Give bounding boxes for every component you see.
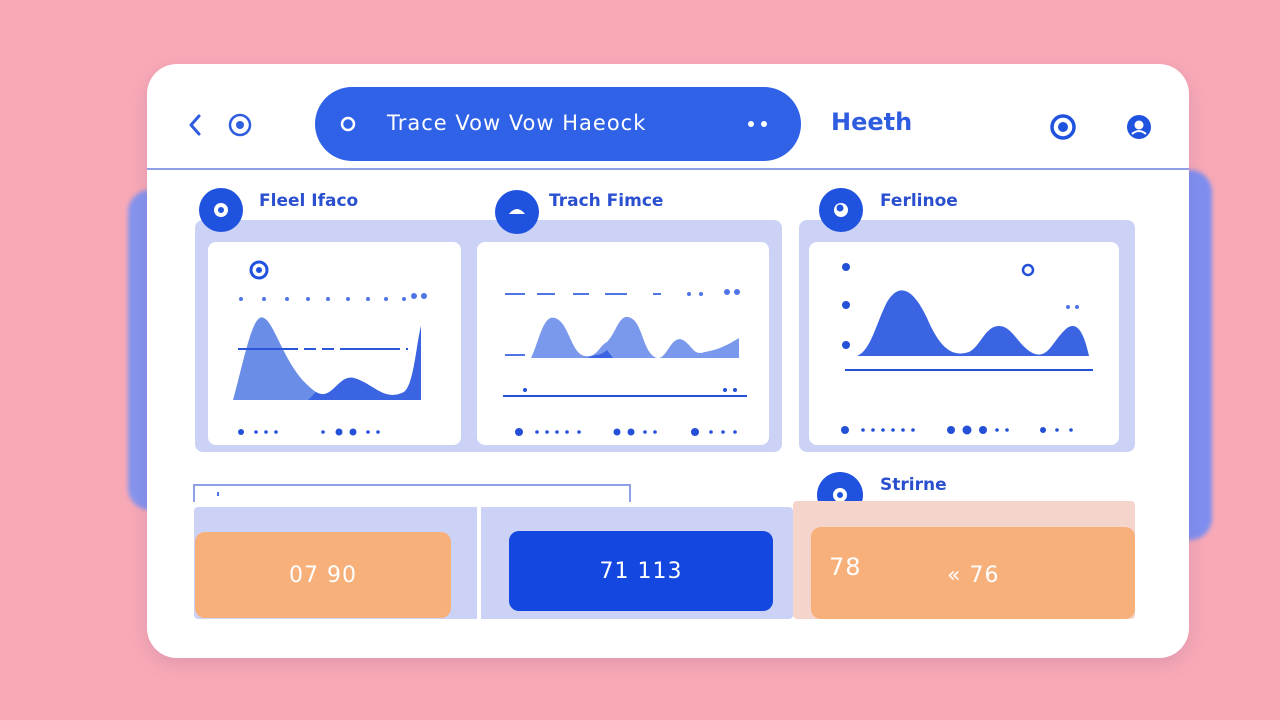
input-outline[interactable]	[193, 484, 631, 502]
profile-icon[interactable]	[1124, 112, 1154, 142]
input-outline-tick	[217, 492, 219, 496]
app-window: Trace Vow Vow Haeock Heeth Fleel Ifaco	[147, 64, 1189, 658]
title-bar: Trace Vow Vow Haeock Heeth	[147, 64, 1189, 168]
stat-card-3[interactable]: 78 « 76	[811, 527, 1135, 619]
panel-2-underline	[555, 220, 637, 226]
search-dot-icon	[339, 115, 357, 133]
panel-2-badge	[495, 190, 539, 234]
panel-1-underline	[269, 220, 349, 226]
summary-title: Strirne	[880, 475, 947, 495]
target-icon[interactable]	[1048, 112, 1078, 142]
app-name: Heeth	[831, 108, 913, 136]
panel-3-badge	[819, 188, 863, 232]
stat-card-2[interactable]: 71 113	[509, 531, 773, 611]
chart-card-3[interactable]	[809, 242, 1119, 445]
search-text: Trace Vow Vow Haeock	[387, 111, 647, 135]
stats-divider	[477, 507, 481, 619]
title-divider	[147, 168, 1189, 170]
panel-3-title: Ferlinoe	[880, 191, 958, 211]
chart-card-1[interactable]	[208, 242, 461, 445]
back-icon[interactable]	[183, 112, 207, 138]
stat-card-1[interactable]: 07 90	[195, 532, 451, 618]
record-icon[interactable]	[227, 112, 253, 138]
search-bar[interactable]: Trace Vow Vow Haeock	[315, 87, 801, 161]
panel-2-title: Trach Fimce	[549, 191, 664, 211]
chart-card-2[interactable]	[477, 242, 769, 445]
more-icon[interactable]	[743, 117, 773, 131]
panel-1-badge	[199, 188, 243, 232]
stat-value-1: 07 90	[289, 562, 357, 588]
panel-3-underline	[881, 220, 997, 226]
stat-value-2: 71 113	[599, 558, 683, 584]
stat-value-3: 78	[829, 553, 862, 581]
panel-1-title: Fleel Ifaco	[259, 191, 359, 211]
stat-value-4: « 76	[947, 563, 1000, 588]
